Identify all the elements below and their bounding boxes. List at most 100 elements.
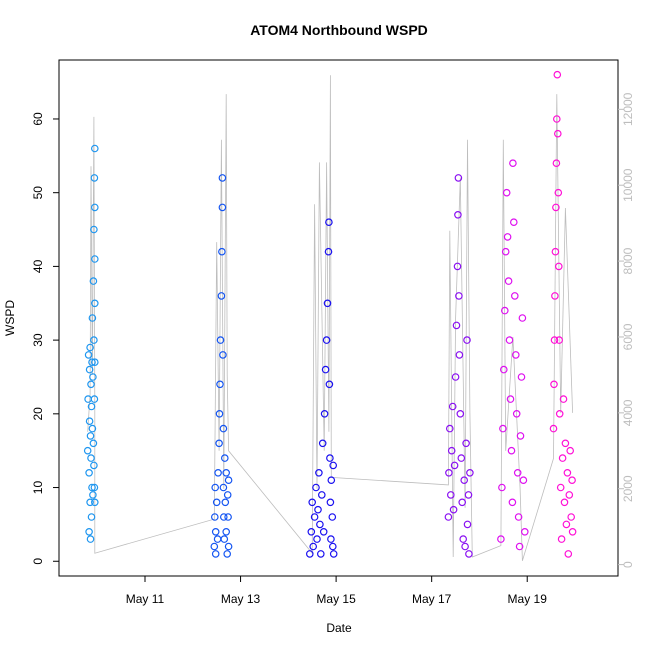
y-axis-right: 0 2000 4000 6000 8000 10000 12000 [618,92,635,568]
data-point [90,225,98,234]
data-point [83,446,92,455]
data-point [499,424,507,433]
y-tick-label: 10 [31,481,45,495]
data-point [312,483,320,492]
data-point [507,446,516,455]
series-5 [497,159,529,551]
data-point [316,550,325,558]
data-point [85,527,93,536]
data-point [510,292,519,300]
data-point [88,424,97,433]
data-point [499,365,508,374]
data-point [566,446,575,455]
data-point [455,292,463,300]
data-point [85,417,94,426]
data-point [449,505,458,514]
data-point [89,439,98,448]
data-point [326,498,335,507]
data-point [90,174,99,182]
data-point [319,527,328,536]
data-point [520,527,529,536]
data-point [85,365,94,374]
data-point [500,306,509,315]
data-point [215,409,224,418]
data-point [218,247,226,256]
x-tick-label: May 15 [316,592,356,606]
data-point [512,409,521,418]
data-point [88,358,96,367]
data-point [215,439,223,448]
data-point [498,483,506,492]
data-point [564,550,573,558]
data-point [218,174,227,182]
data-point [509,159,517,168]
data-point [212,498,221,507]
data-point [457,454,466,462]
data-point [90,336,98,344]
data-point [445,468,453,477]
data-point [214,468,222,477]
y2-tick-label: 10000 [621,168,635,202]
data-point [317,491,326,499]
data-point [216,336,225,344]
y-tick-label: 30 [31,333,45,347]
data-point [553,129,562,138]
data-point [89,277,98,285]
data-point [565,491,574,499]
data-point [211,527,220,536]
data-point [555,409,564,418]
data-point [327,476,336,485]
data-point [464,491,473,499]
data-point [223,550,232,558]
data-point [217,292,226,300]
data-point [551,247,560,256]
data-point [86,535,95,543]
data-point [455,351,464,359]
data-point [563,468,572,477]
data-point [556,483,565,492]
data-point [511,351,520,359]
y-tick-label: 0 [31,558,45,565]
data-point [453,262,462,271]
data-point [568,476,576,485]
data-point [450,461,459,470]
data-point [315,468,323,477]
data-point [509,218,518,227]
data-point [307,527,316,536]
data-point [218,203,227,212]
data-point [451,373,460,381]
data-point [329,550,338,558]
data-point [460,476,469,485]
data-point [504,277,513,285]
data-point [567,513,576,521]
data-point [562,520,571,529]
data-point [85,468,93,477]
series-4 [444,174,474,558]
data-point [465,550,473,558]
data-point [84,395,92,403]
data-point [325,380,334,389]
data-point [318,439,327,448]
data-point [310,513,319,521]
data-point [552,115,561,123]
data-point [559,395,568,403]
data-point [86,498,94,507]
y-tick-label: 60 [31,112,45,126]
data-point [561,439,570,448]
data-point [444,513,453,521]
data-point [90,483,99,492]
data-point [466,468,474,477]
data-point [323,299,332,308]
y-axis-label: WSPD [3,300,17,336]
data-point [309,542,318,551]
data-point [222,468,231,477]
data-point [220,513,228,521]
data-point [519,476,528,485]
data-point [87,402,96,411]
data-point [210,542,219,551]
data-point [517,373,526,381]
data-point [326,454,334,462]
data-point [91,498,99,507]
data-point [560,498,569,507]
data-point [554,262,563,271]
